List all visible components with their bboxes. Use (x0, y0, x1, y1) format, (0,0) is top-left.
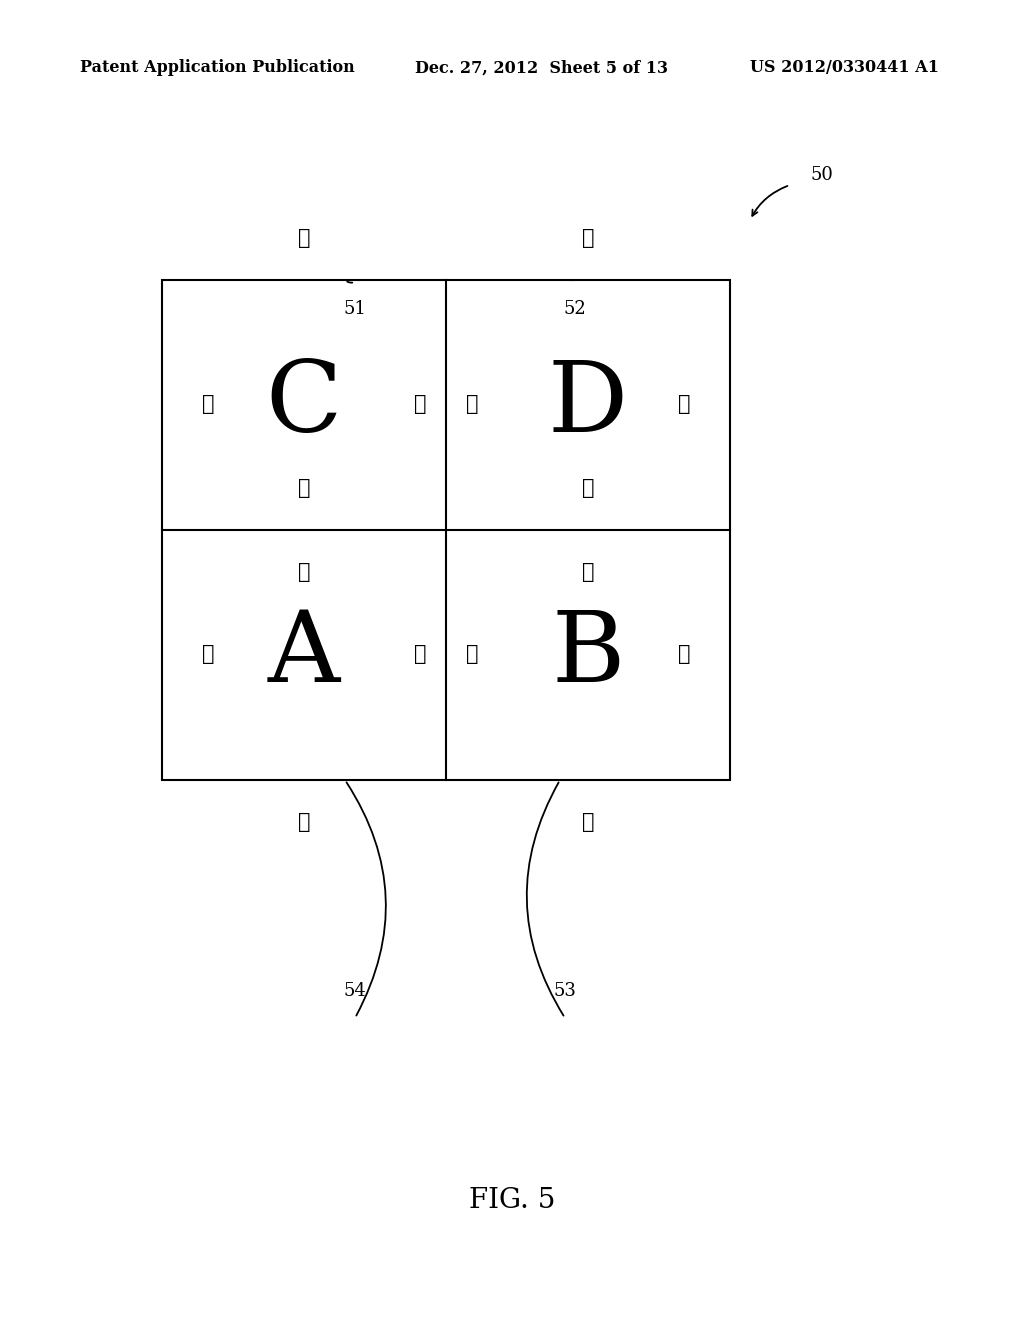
Text: ④: ④ (202, 645, 214, 664)
Text: US 2012/0330441 A1: US 2012/0330441 A1 (750, 59, 939, 77)
Text: B: B (551, 607, 625, 702)
Text: ①: ① (582, 228, 594, 248)
Text: ②: ② (298, 228, 310, 248)
Text: 50: 50 (810, 166, 833, 183)
Bar (162, 280, 730, 780)
Text: ②: ② (582, 813, 594, 832)
Text: ③: ③ (678, 645, 690, 664)
Text: FIG. 5: FIG. 5 (469, 1187, 555, 1213)
Text: ①: ① (414, 396, 426, 414)
Text: ③: ③ (298, 479, 310, 498)
Text: ①: ① (298, 813, 310, 832)
Text: Dec. 27, 2012  Sheet 5 of 13: Dec. 27, 2012 Sheet 5 of 13 (415, 59, 668, 77)
Text: ①: ① (466, 645, 478, 664)
Text: ③: ③ (582, 562, 594, 582)
Text: D: D (548, 358, 628, 453)
Text: C: C (266, 358, 342, 453)
Text: A: A (268, 607, 340, 702)
Text: 51: 51 (344, 300, 367, 318)
Text: ④: ④ (582, 479, 594, 498)
Text: ②: ② (414, 645, 426, 664)
Text: ②: ② (466, 396, 478, 414)
Text: ③: ③ (202, 396, 214, 414)
Text: ④: ④ (678, 396, 690, 414)
Text: 54: 54 (344, 982, 367, 1001)
Text: 52: 52 (563, 300, 587, 318)
Text: ④: ④ (298, 562, 310, 582)
Text: Patent Application Publication: Patent Application Publication (80, 59, 354, 77)
Text: 53: 53 (554, 982, 577, 1001)
